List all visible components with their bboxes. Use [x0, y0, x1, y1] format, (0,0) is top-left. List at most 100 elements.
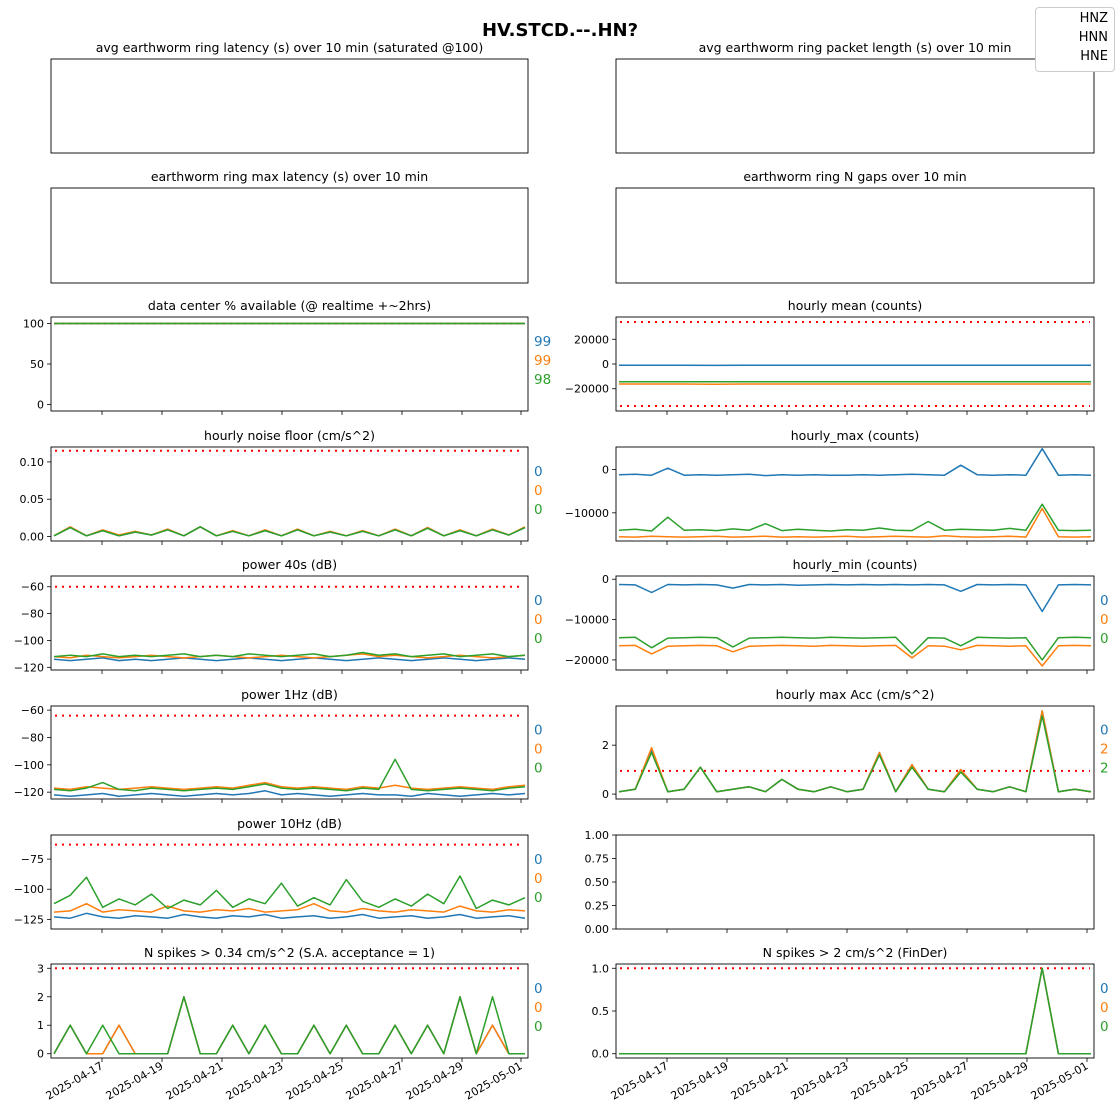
panel-title: power 1Hz (dB) [241, 687, 338, 702]
side-value-hne: 0 [1100, 1019, 1109, 1035]
side-value-hnn: 0 [534, 483, 543, 499]
panel-p15: N spikes > 0.34 cm/s^2 (S.A. acceptance … [37, 945, 543, 1062]
y-tick-label: −10000 [565, 507, 609, 520]
x-tick-label: 2025-05-01 [463, 1059, 525, 1102]
x-tick-label: 2025-04-29 [404, 1059, 466, 1102]
axes-frame [50, 187, 529, 284]
x-tick-label: 2025-04-23 [224, 1059, 286, 1102]
side-value-hne: 0 [534, 631, 543, 647]
axes-frame [50, 705, 529, 800]
series-line-hne [618, 503, 1092, 532]
x-tick-label: 2025-04-25 [284, 1059, 346, 1102]
y-tick-label: −80 [21, 731, 44, 744]
y-tick-label: −80 [21, 608, 44, 621]
side-value-hnn: 0 [534, 742, 543, 758]
side-value-hne: 0 [534, 502, 543, 518]
series-line-hne [53, 996, 525, 1055]
panel-p14: 0.00 0.25 0.50 0.75 1.00 [585, 829, 1095, 936]
y-tick-label: −10000 [565, 614, 609, 627]
side-value-hnn: 0 [1100, 612, 1109, 628]
panel-p10: hourly_min (counts) 0 −10000 −20000 0 0 0 [565, 557, 1109, 674]
axes-frame [615, 58, 1095, 154]
y-tick-label: 0.00 [585, 923, 610, 936]
series-line-hnz [618, 447, 1092, 477]
side-value-hne: 98 [534, 372, 551, 388]
y-tick-label: −100 [14, 883, 44, 896]
y-tick-label: 1.0 [592, 962, 610, 975]
panel-title: power 40s (dB) [242, 557, 337, 572]
y-tick-label: −120 [14, 786, 44, 799]
series-line-hne [53, 758, 526, 792]
y-tick-label: 2 [602, 739, 609, 752]
panel-p16: N spikes > 2 cm/s^2 (FinDer) 0.0 0.5 1.0 0 0 0 [592, 945, 1109, 1062]
panel-p4: earthworm ring N gaps over 10 min [615, 169, 1095, 284]
y-tick-label: 0 [602, 464, 609, 477]
y-tick-label: 50 [30, 358, 44, 371]
side-value-hne: 2 [1100, 761, 1109, 777]
series-line-hnz [53, 790, 526, 798]
side-value-hne: 0 [534, 761, 543, 777]
y-tick-label: −20000 [565, 383, 609, 396]
panel-title: hourly mean (counts) [788, 298, 922, 313]
side-value-hnz: 99 [534, 334, 551, 350]
panel-title: hourly max Acc (cm/s^2) [776, 687, 935, 702]
y-tick-label: −100 [14, 634, 44, 647]
side-value-hnz: 0 [1100, 723, 1109, 739]
panel-title: data center % available (@ realtime +~2h… [148, 298, 431, 313]
y-tick-label: −20000 [565, 654, 609, 667]
y-tick-label: 0.10 [20, 456, 45, 469]
panel-title: N spikes > 0.34 cm/s^2 (S.A. acceptance … [144, 945, 435, 960]
side-value-hnn: 2 [1100, 742, 1109, 758]
y-tick-label: 0.0 [592, 1048, 610, 1061]
y-tick-label: 0 [602, 358, 609, 371]
side-value-hnz: 0 [534, 464, 543, 480]
axes-frame [615, 316, 1095, 412]
side-value-hne: 0 [534, 1019, 543, 1035]
side-value-hnz: 0 [534, 981, 543, 997]
y-tick-label: 0 [37, 1048, 44, 1061]
side-value-hne: 0 [534, 890, 543, 906]
y-tick-label: 0 [602, 573, 609, 586]
series-line-hnz [618, 583, 1092, 613]
series-line-hne [53, 875, 526, 910]
panels-group: avg earthworm ring latency (s) over 10 m… [14, 40, 1109, 1103]
series-line-hnn [618, 507, 1092, 538]
panel-p13: power 10Hz (dB) −75 −100 −125 0 0 0 [14, 816, 543, 933]
axes-frame [50, 316, 529, 412]
legend-entry-hnn: HNN [1078, 30, 1108, 45]
series-line-hne [618, 715, 1092, 793]
axes-frame [50, 446, 529, 542]
y-tick-label: −60 [21, 581, 44, 594]
side-value-hnz: 0 [534, 852, 543, 868]
panel-title: hourly_min (counts) [793, 557, 918, 572]
side-value-hnz: 0 [534, 593, 543, 609]
series-line-hnn [618, 710, 1092, 793]
side-value-hnn: 0 [534, 871, 543, 887]
series-line-hnz [53, 657, 526, 662]
y-tick-label: 0.00 [20, 531, 45, 544]
panel-title: power 10Hz (dB) [237, 816, 342, 831]
side-value-hnn: 99 [534, 353, 551, 369]
side-value-hnz: 0 [1100, 593, 1109, 609]
y-tick-label: −60 [21, 704, 44, 717]
side-value-hnz: 0 [534, 723, 543, 739]
panel-p6: hourly mean (counts) 20000 0 −20000 [565, 298, 1095, 415]
x-tick-label: 2025-05-01 [1029, 1059, 1091, 1102]
y-tick-label: 0 [602, 788, 609, 801]
side-value-hnz: 0 [1100, 981, 1109, 997]
panel-title: N spikes > 2 cm/s^2 (FinDer) [763, 945, 948, 960]
side-value-hnn: 0 [534, 1000, 543, 1016]
side-value-hnn: 0 [1100, 1000, 1109, 1016]
series-line-hnz [618, 710, 1092, 793]
x-tick-label: 2025-04-27 [344, 1059, 406, 1102]
axes-frame [615, 834, 1095, 930]
panel-p1: avg earthworm ring latency (s) over 10 m… [50, 40, 529, 154]
panel-p7: hourly noise floor (cm/s^2) 0.00 0.05 0.10 0… [20, 428, 543, 545]
panel-title: earthworm ring max latency (s) over 10 m… [151, 169, 428, 184]
x-tick-label: 2025-04-17 [609, 1059, 671, 1102]
y-tick-label: 0.75 [585, 853, 610, 866]
series-line-hnn [618, 644, 1092, 667]
axes-frame [615, 187, 1095, 284]
x-tick-label: 2025-04-27 [909, 1059, 971, 1102]
axes-frame [615, 963, 1095, 1059]
